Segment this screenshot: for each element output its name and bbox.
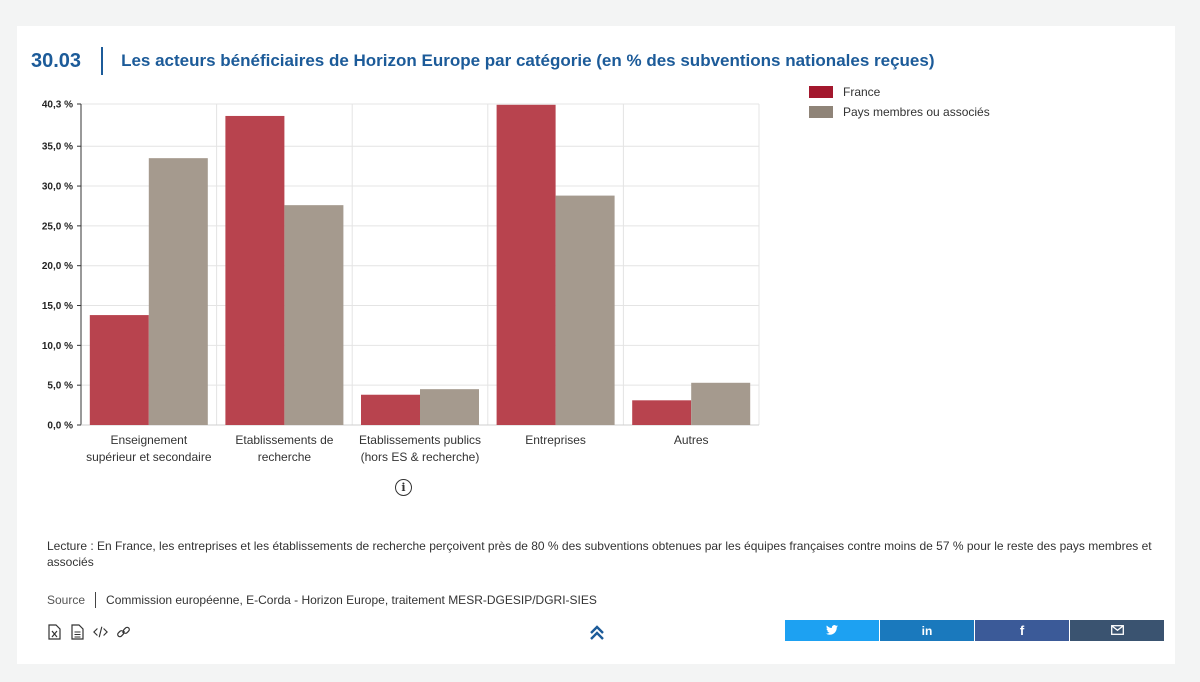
embed-code-icon[interactable] (93, 624, 108, 640)
share-email-button[interactable] (1070, 620, 1164, 641)
x-category-label: Entreprises (525, 433, 586, 447)
y-tick-label: 35,0 % (42, 142, 73, 153)
share-twitter-button[interactable] (785, 620, 879, 641)
y-tick-label: 40,3 % (42, 100, 73, 111)
reading-note: Lecture : En France, les entreprises et … (47, 539, 1152, 569)
legend-item-france[interactable]: France (809, 82, 990, 102)
y-tick-label: 30,0 % (42, 182, 73, 193)
header-separator (101, 47, 104, 75)
y-tick-label: 0,0 % (47, 421, 73, 432)
y-tick-label: 20,0 % (42, 261, 73, 272)
download-tools (47, 624, 131, 640)
legend-swatch-france (809, 86, 833, 98)
facebook-icon: f (1019, 623, 1025, 638)
chart-legend: France Pays membres ou associés (809, 82, 990, 122)
bar-france-0 (89, 315, 149, 425)
excel-download-icon[interactable] (47, 624, 62, 640)
bar-pays-membres-2 (420, 389, 479, 425)
info-circle-icon[interactable]: i (395, 479, 412, 496)
legend-label-pays-membres: Pays membres ou associés (843, 105, 990, 119)
share-facebook-button[interactable]: f (975, 620, 1069, 641)
x-category-label: Etablissements de (235, 433, 333, 447)
bar-chart: 0,0 % 5,0 % 10,0 % 15,0 % 20,0 % 25,0 % 30,0 %… (42, 100, 760, 464)
linkedin-icon: in (921, 623, 933, 638)
legend-item-pays-membres[interactable]: Pays membres ou associés (809, 102, 990, 122)
link-icon[interactable] (116, 624, 131, 640)
double-chevron-up-icon[interactable] (588, 624, 606, 642)
x-category-label: supérieur et secondaire (86, 450, 212, 464)
figure-header: 30.03 Les acteurs bénéficiaires de Horiz… (31, 47, 934, 75)
bar-pays-membres-0 (148, 158, 208, 426)
x-category-label: (hors ES & recherche) (361, 450, 480, 464)
x-category-label: Etablissements publics (359, 433, 481, 447)
figure-card: 30.03 Les acteurs bénéficiaires de Horiz… (17, 26, 1175, 664)
bar-france-4 (632, 400, 692, 425)
bar-france-3 (496, 104, 556, 426)
email-icon (1110, 622, 1124, 640)
x-category-label: Enseignement (110, 433, 187, 447)
y-tick-label: 10,0 % (42, 341, 73, 352)
figure-title: Les acteurs bénéficiaires de Horizon Eur… (121, 51, 935, 70)
share-linkedin-button[interactable]: in (880, 620, 974, 641)
y-tick-label: 5,0 % (47, 381, 73, 392)
legend-label-france: France (843, 85, 881, 99)
x-category-label: recherche (258, 450, 312, 464)
bar-france-1 (225, 115, 285, 426)
share-bar: in f (785, 620, 1164, 641)
source-text: Commission européenne, E-Corda - Horizon… (106, 593, 597, 607)
y-tick-label: 15,0 % (42, 301, 73, 312)
source-label: Source (47, 593, 86, 607)
bar-pays-membres-4 (691, 382, 751, 425)
figure-number: 30.03 (31, 49, 82, 72)
bar-pays-membres-1 (284, 205, 344, 425)
source-separator (95, 592, 97, 608)
y-tick-label: 25,0 % (42, 221, 73, 232)
bar-pays-membres-3 (555, 195, 615, 425)
source-line: Source Commission européenne, E-Corda - … (47, 592, 597, 608)
twitter-icon (826, 622, 838, 640)
x-category-label: Autres (674, 433, 709, 447)
legend-swatch-pays-membres (809, 106, 833, 118)
bar-france-2 (361, 394, 420, 425)
pdf-document-icon[interactable] (70, 624, 85, 640)
